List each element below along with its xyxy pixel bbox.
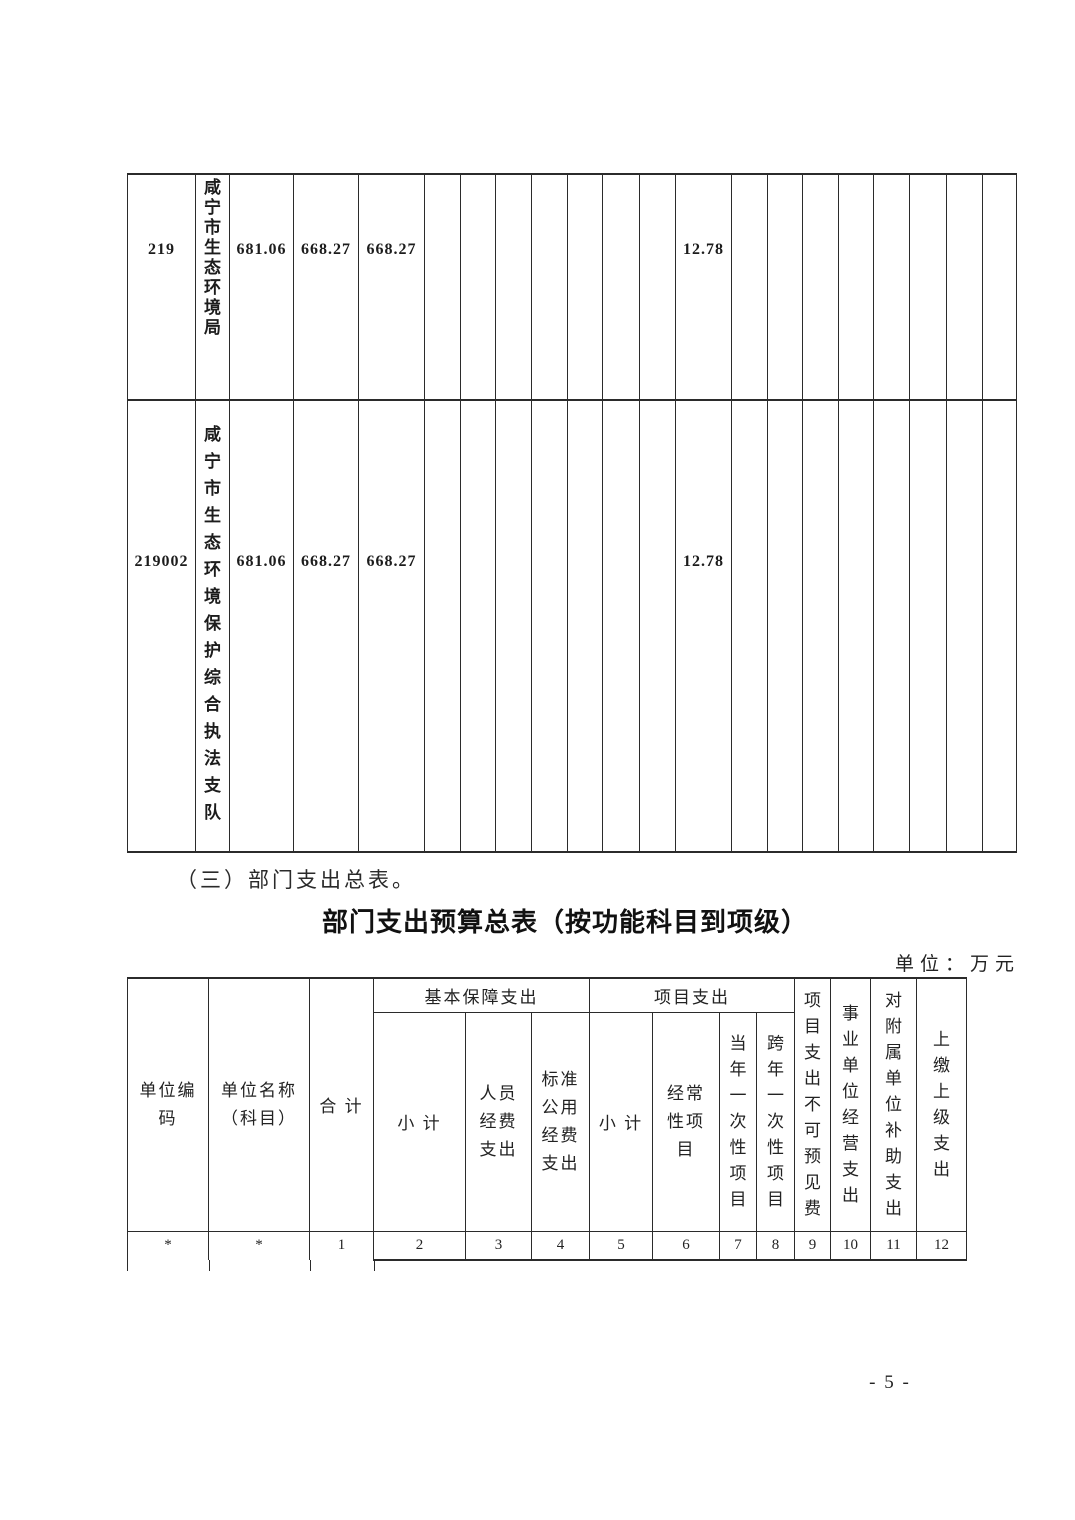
table-row-column-index: * * 1 2 3 4 5 6 7 8 9 10 11 12 (127, 1230, 967, 1261)
col-header-subsidy-affiliated: 对 附 属 单 位 补 助 支 出 (870, 977, 917, 1232)
column-index-cell: 6 (652, 1230, 720, 1261)
value-cell (567, 173, 603, 401)
value-cell (731, 399, 768, 853)
column-index-cell: 4 (531, 1230, 590, 1261)
col-header-project-subtotal: 小 计 (589, 1011, 653, 1232)
column-index-cell: 10 (830, 1230, 871, 1261)
column-index-cell: 5 (589, 1230, 653, 1261)
value-cell: 12.78 (675, 399, 732, 853)
table-clip-stub (310, 1260, 311, 1271)
value-cell: 668.27 (358, 173, 425, 401)
column-index-cell: 12 (916, 1230, 967, 1261)
column-index-cell: * (127, 1230, 209, 1260)
col-header-personnel-expense: 人员 经费 支出 (465, 1011, 532, 1232)
expense-summary-table: 单位编 码 单位名称 （科目） 合 计 基本保障支出 项目支出 项 目 支 出 … (127, 977, 967, 1261)
value-cell (639, 173, 676, 401)
value-cell: 681.06 (229, 399, 294, 853)
table-clip-stub (127, 1260, 128, 1271)
value-cell (602, 173, 640, 401)
col-header-total: 合 计 (309, 977, 374, 1232)
column-index-cell: 2 (373, 1230, 466, 1261)
column-index-cell: * (208, 1230, 310, 1260)
value-cell (982, 173, 1017, 401)
section-heading: （三）部门支出总表。 (176, 868, 416, 892)
table-clip-stub (374, 1260, 375, 1271)
unit-name-cell: 咸 宁 市 生 态 环 境 局 (195, 173, 230, 401)
value-cell (495, 399, 532, 853)
column-index-cell: 8 (756, 1230, 795, 1261)
column-index-cell: 7 (719, 1230, 757, 1261)
col-header-standard-public-expense: 标准 公用 经费 支出 (531, 1011, 590, 1232)
group-header-basic-support: 基本保障支出 (373, 977, 590, 1013)
value-cell (731, 173, 768, 401)
value-cell (424, 399, 461, 853)
value-cell (838, 173, 874, 401)
value-cell: 668.27 (293, 399, 359, 853)
value-cell (873, 173, 910, 401)
value-cell (531, 399, 568, 853)
table-row: 219002 咸 宁 市 生 态 环 境 保 护 综 合 执 法 支 队 681.0… (127, 399, 1017, 853)
value-cell: 668.27 (293, 173, 359, 401)
unit-code-cell: 219 (127, 173, 196, 401)
column-index-cell: 1 (309, 1230, 374, 1260)
value-cell (531, 173, 568, 401)
value-cell (946, 173, 983, 401)
table-row: 219 咸 宁 市 生 态 环 境 局 681.06 668.27 668.27 12.7… (127, 173, 1017, 401)
value-cell (909, 399, 947, 853)
value-cell (802, 173, 839, 401)
value-cell (767, 173, 803, 401)
value-cell (767, 399, 803, 853)
value-cell (602, 399, 640, 853)
page-number: - 5 - (869, 1372, 911, 1393)
column-index-cell: 9 (794, 1230, 831, 1261)
col-header-business-operation: 事 业 单 位 经 营 支 出 (830, 977, 871, 1232)
col-header-regular-project: 经常 性项 目 (652, 1011, 720, 1232)
value-cell (567, 399, 603, 853)
col-header-contingency: 项 目 支 出 不 可 预 见 费 (794, 977, 831, 1232)
value-cell (460, 399, 496, 853)
unit-label: 单位：万元 (894, 954, 1020, 975)
table-row-sub-header: 小 计 人员 经费 支出 标准 公用 经费 支出 小 计 经常 性项 目 当 年… (128, 1011, 967, 1232)
budget-continuation-table: 219 咸 宁 市 生 态 环 境 局 681.06 668.27 668.27 12.7… (127, 173, 1017, 853)
value-cell (982, 399, 1017, 853)
table-clip-stub (209, 1260, 210, 1271)
value-cell (946, 399, 983, 853)
value-cell: 681.06 (229, 173, 294, 401)
value-cell (495, 173, 532, 401)
value-cell (838, 399, 874, 853)
column-index-cell: 11 (870, 1230, 917, 1261)
value-cell (460, 173, 496, 401)
unit-name-cell: 咸 宁 市 生 态 环 境 保 护 综 合 执 法 支 队 (195, 399, 230, 853)
value-cell (639, 399, 676, 853)
unit-code-cell: 219002 (127, 399, 196, 853)
value-cell (909, 173, 947, 401)
table-row-group-header: 单位编 码 单位名称 （科目） 合 计 基本保障支出 项目支出 项 目 支 出 … (127, 977, 967, 1232)
value-cell (424, 173, 461, 401)
value-cell (802, 399, 839, 853)
value-cell (873, 399, 910, 853)
col-header-basic-subtotal: 小 计 (373, 1011, 466, 1232)
table-title: 部门支出预算总表（按功能科目到项级） (322, 907, 809, 937)
col-header-unit-code: 单位编 码 (127, 977, 209, 1232)
col-header-unit-name: 单位名称 （科目） (208, 977, 310, 1232)
column-index-cell: 3 (465, 1230, 532, 1261)
col-header-remit-superior: 上 缴 上 级 支 出 (916, 977, 967, 1232)
value-cell: 668.27 (358, 399, 425, 853)
col-header-cross-year-onetime: 跨 年 一 次 性 项 目 (756, 1011, 795, 1232)
col-header-current-year-onetime: 当 年 一 次 性 项 目 (719, 1011, 757, 1232)
value-cell: 12.78 (675, 173, 732, 401)
group-header-project-expense: 项目支出 (589, 977, 795, 1013)
